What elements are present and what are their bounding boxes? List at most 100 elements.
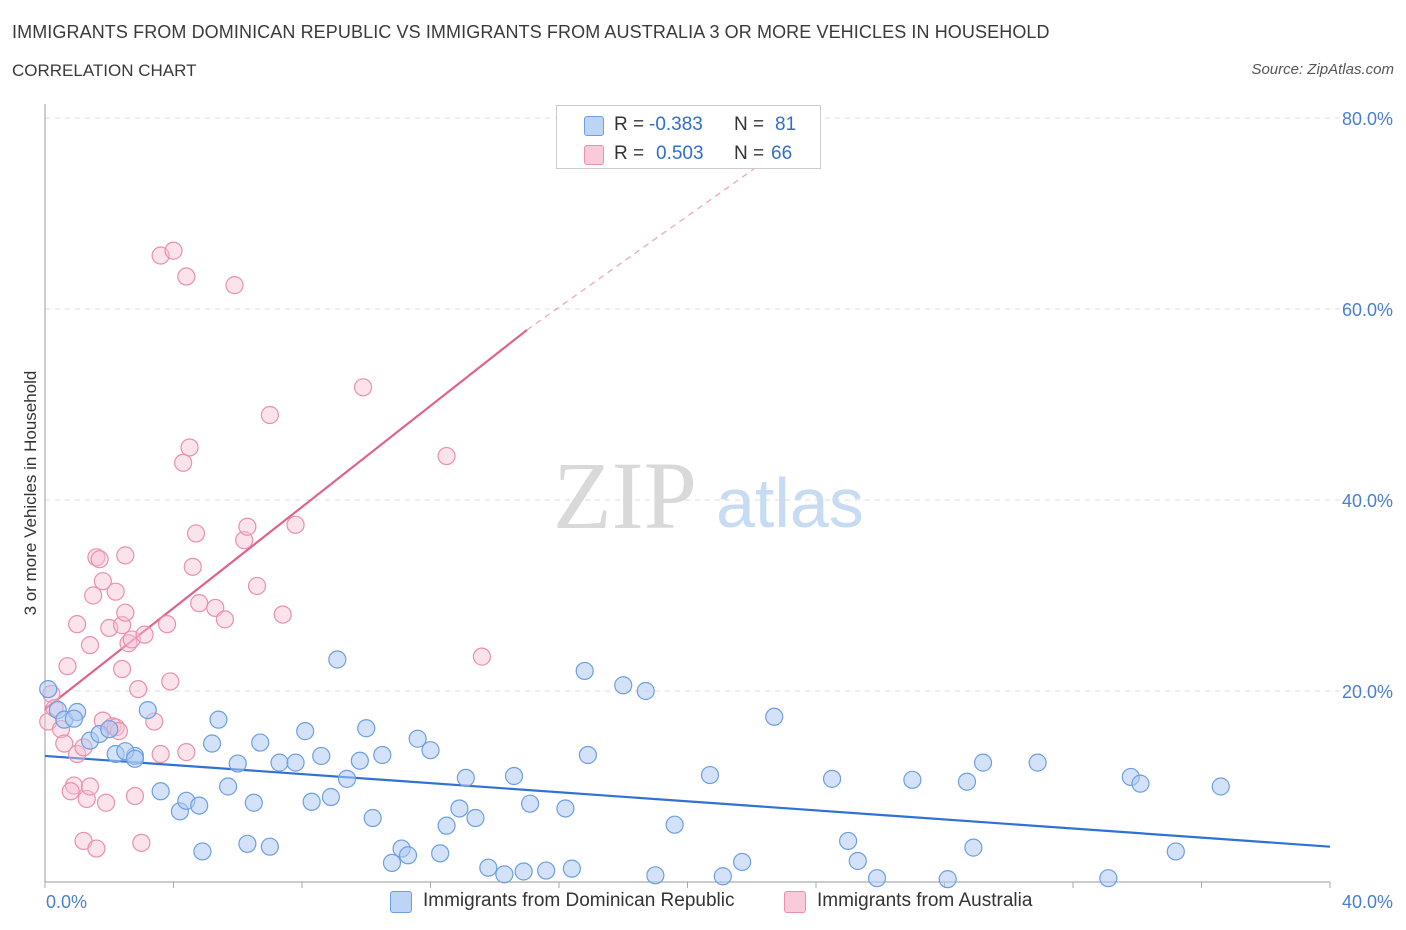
data-point-dominican (614, 676, 633, 695)
data-point-australia (472, 647, 491, 666)
data-point-australia (96, 793, 116, 812)
data-point-dominican (421, 741, 440, 760)
series-dominican-points (39, 650, 1230, 889)
data-point-dominican (822, 769, 842, 788)
data-point-australia (93, 572, 112, 591)
data-point-australia (55, 734, 74, 753)
data-point-australia (186, 524, 206, 543)
data-point-australia (286, 515, 305, 534)
data-point-australia (112, 659, 132, 679)
data-point-dominican (431, 844, 450, 863)
legend-swatch-blue (584, 116, 604, 136)
y-axis-label: 3 or more Vehicles in Household (21, 371, 40, 616)
y-tick-label: 20.0% (1342, 682, 1393, 702)
data-point-australia (116, 603, 135, 622)
data-point-australia (353, 378, 373, 397)
data-point-australia (68, 615, 87, 634)
data-point-dominican (903, 770, 922, 789)
y-tick-label: 60.0% (1342, 300, 1393, 320)
data-point-australia (247, 576, 267, 596)
data-point-dominican (556, 799, 575, 818)
data-point-australia (180, 438, 199, 457)
data-point-dominican (357, 719, 376, 738)
data-point-dominican (193, 842, 212, 861)
x-tick-label: 0.0% (46, 892, 87, 912)
data-point-australia (225, 276, 244, 295)
data-point-dominican (713, 867, 732, 886)
trend-lines (44, 158, 1331, 848)
series-australia-points (39, 241, 491, 858)
data-point-australia (87, 839, 106, 858)
data-point-dominican (328, 650, 347, 669)
data-point-dominican (973, 753, 993, 772)
y-tick-label: 40.0% (1342, 491, 1393, 511)
data-point-dominican (125, 749, 145, 768)
data-point-dominican (350, 751, 369, 770)
data-point-dominican (302, 792, 321, 811)
data-point-dominican (312, 746, 331, 766)
bottom-legend-label: Immigrants from Dominican Republic (423, 890, 735, 911)
data-point-dominican (260, 837, 279, 856)
data-point-dominican (228, 754, 247, 773)
data-point-australia (61, 782, 80, 801)
x-tick-label: 40.0% (1342, 892, 1393, 912)
data-point-dominican (219, 777, 238, 796)
data-point-dominican (867, 869, 887, 888)
data-point-dominican (665, 815, 684, 834)
y-tick-label: 80.0% (1342, 109, 1393, 129)
data-point-dominican (202, 734, 222, 753)
data-point-australia (129, 679, 148, 699)
data-point-dominican (408, 729, 427, 748)
data-point-dominican (537, 861, 556, 880)
bottom-legend-swatch-pink (784, 891, 806, 913)
data-point-dominican (270, 753, 289, 772)
data-point-dominican (520, 794, 540, 813)
legend-n-value: 66 (771, 143, 793, 164)
data-point-dominican (1028, 753, 1047, 772)
data-point-australia (190, 594, 209, 613)
data-point-dominican (296, 722, 315, 741)
bottom-legend-label: Immigrants from Australia (817, 890, 1033, 911)
data-point-dominican (957, 772, 977, 791)
data-point-australia (58, 657, 77, 676)
grid-lines (45, 117, 1395, 692)
data-point-dominican (1131, 774, 1150, 793)
data-point-australia (273, 605, 292, 624)
legend-r-value: -0.383 (649, 114, 703, 135)
legend-r-value: 0.503 (656, 143, 704, 164)
data-point-dominican (39, 679, 58, 699)
data-point-dominican (321, 787, 341, 807)
data-point-australia (177, 267, 196, 286)
data-point-australia (106, 582, 125, 601)
legend-row-dominican: R = -0.383 N = 81 (557, 111, 820, 139)
data-point-australia (80, 777, 100, 796)
data-point-dominican (100, 720, 119, 739)
data-point-dominican (700, 765, 720, 785)
data-point-dominican (238, 834, 257, 853)
tick-labels: 20.0% 40.0% 60.0% 80.0% 0.0% 40.0% (46, 109, 1393, 912)
data-point-dominican (562, 859, 581, 878)
trendline-australia-extension (526, 158, 769, 331)
source-credit: Source: ZipAtlas.com (1251, 61, 1394, 78)
data-point-australia (161, 672, 180, 691)
data-point-dominican (514, 862, 533, 881)
trendline-australia (44, 329, 528, 711)
data-point-australia (437, 446, 456, 466)
data-point-australia (68, 744, 87, 764)
data-point-dominican (398, 846, 418, 865)
data-point-australia (125, 786, 145, 806)
data-point-australia (238, 517, 257, 536)
legend-swatch-pink (584, 145, 604, 165)
data-point-dominican (575, 661, 594, 681)
data-point-dominican (1166, 842, 1185, 861)
data-point-dominican (151, 782, 170, 801)
data-point-australia (64, 776, 84, 795)
legend-row-australia: R = 0.503 N = 66 (557, 140, 820, 168)
correlation-legend: R = -0.383 N = 81 R = 0.503 N = 66 (556, 105, 821, 169)
legend-r-label: R = (614, 114, 645, 135)
data-point-dominican (437, 816, 456, 835)
data-point-dominican (636, 681, 655, 701)
data-point-dominican (733, 852, 752, 872)
data-point-dominican (466, 808, 485, 828)
